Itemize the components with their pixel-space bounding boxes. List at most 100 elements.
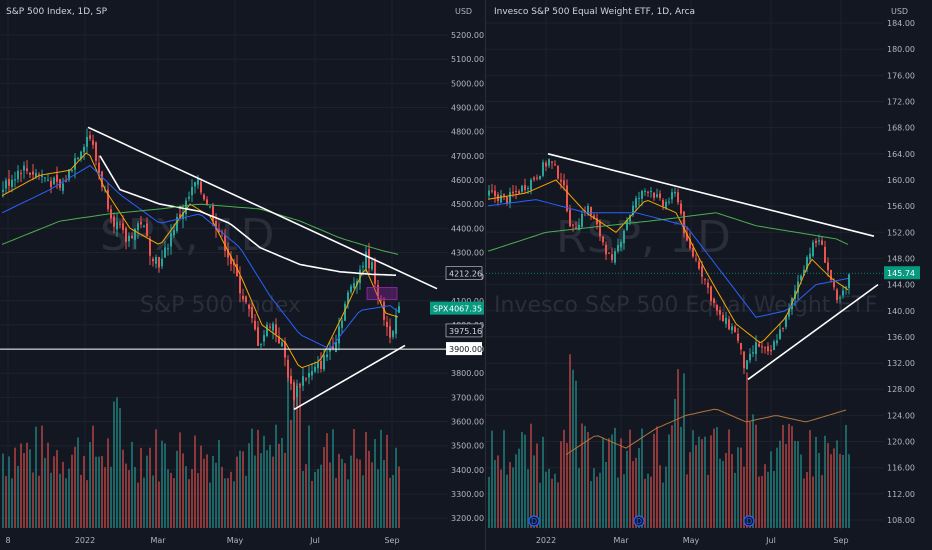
volume-bar — [614, 427, 616, 528]
volume-bar — [71, 454, 73, 528]
candle-body — [818, 240, 820, 242]
candle-body — [506, 196, 508, 204]
volume-bar — [395, 447, 397, 528]
volume-bar — [344, 463, 346, 528]
candle-body — [533, 177, 535, 180]
x-axis-tick-label: Sep — [384, 536, 399, 545]
rsp-chart-canvas[interactable]: RSP, 1D Invesco S&P 500 Equal Weight ETF 1… — [486, 0, 932, 550]
candle-body — [359, 269, 361, 284]
volume-bar — [179, 432, 181, 528]
volume-bar — [47, 442, 49, 528]
volume-bar — [692, 430, 694, 528]
y-axis-tick-label: 4100.00 — [451, 297, 484, 306]
candle-body — [101, 171, 103, 188]
candle-body — [77, 157, 79, 160]
volume-bar — [839, 453, 841, 528]
volume-bar — [647, 473, 649, 528]
volume-bar — [353, 428, 355, 528]
candle-body — [191, 186, 193, 196]
volume-bar — [50, 472, 52, 528]
candle-body — [779, 329, 781, 339]
volume-bar — [122, 449, 124, 528]
volume-bar — [734, 472, 736, 528]
candle-body — [398, 306, 400, 313]
volume-bar — [260, 453, 262, 528]
candle-body — [278, 336, 280, 344]
candle-body — [74, 158, 76, 170]
pane-divider[interactable] — [485, 0, 486, 550]
volume-bar — [380, 429, 382, 528]
candle-body — [347, 292, 349, 304]
spx-chart-canvas[interactable]: SPX, 1DS&P 500 Index3200.003300.003400.0… — [0, 0, 485, 550]
candle-body — [518, 191, 520, 194]
candle-body — [272, 323, 274, 331]
chart-pane-spx[interactable]: SPX, 1D S&P 500 Index 3200.00 3300.00 3400.0… — [0, 0, 485, 550]
y-axis-tick-label: 3600.00 — [451, 418, 484, 427]
candle-body — [194, 182, 196, 187]
candle-body — [671, 192, 673, 200]
candle-body — [314, 366, 316, 372]
candle-body — [587, 205, 589, 214]
candle-body — [650, 191, 652, 193]
volume-bar — [743, 466, 745, 528]
candle-body — [707, 282, 709, 288]
volume-bar — [155, 429, 157, 528]
volume-bar — [638, 448, 640, 528]
candle-body — [131, 235, 133, 239]
candle-body — [248, 304, 250, 309]
candle-body — [710, 286, 712, 302]
candle-body — [623, 230, 625, 244]
y-axis-tick-label: 180.00 — [887, 45, 915, 54]
candle-body — [89, 135, 91, 139]
volume-bar — [620, 438, 622, 528]
candle-body — [326, 354, 328, 358]
watermark-symbol: RSP, 1D — [556, 212, 731, 263]
y-axis-tick-label: 172.00 — [887, 97, 915, 106]
volume-bar — [161, 440, 163, 528]
candle-body — [32, 171, 34, 175]
y-axis-tick-label: 3200.00 — [451, 514, 484, 523]
candle-body — [98, 162, 100, 174]
chart-pane-rsp[interactable]: RSP, 1D Invesco S&P 500 Equal Weight ETF 1… — [486, 0, 932, 550]
candle-body — [581, 213, 583, 227]
volume-bar — [626, 450, 628, 528]
dividend-marker-label: D — [746, 517, 752, 526]
y-axis-tick-label: 120.00 — [887, 438, 915, 447]
candle-body — [668, 201, 670, 203]
candle-body — [29, 172, 31, 175]
candle-body — [371, 262, 373, 270]
candle-body — [782, 327, 784, 329]
x-axis-tick-label: 8 — [5, 536, 10, 545]
volume-bar — [65, 478, 67, 528]
support-trendline — [747, 283, 879, 381]
candle-body — [356, 280, 358, 286]
volume-bar — [305, 464, 307, 528]
candle-body — [164, 247, 166, 258]
candle-body — [722, 314, 724, 322]
candle-body — [140, 221, 142, 225]
volume-bar — [128, 470, 130, 528]
volume-bar — [263, 435, 265, 528]
volume-bar — [371, 462, 373, 528]
candle-body — [698, 261, 700, 269]
candle-body — [275, 324, 277, 335]
volume-bar — [59, 473, 61, 528]
ma-mid-line — [1, 164, 399, 350]
volume-bar — [296, 383, 298, 528]
volume-bar — [74, 446, 76, 528]
volume-bar — [299, 382, 301, 528]
candle-body — [662, 200, 664, 207]
volume-bar — [368, 450, 370, 528]
volume-bar — [134, 466, 136, 528]
candle-body — [800, 275, 802, 281]
volume-bar — [170, 472, 172, 528]
candle-body — [341, 320, 343, 328]
volume-bar — [725, 452, 727, 528]
candle-body — [41, 175, 43, 177]
y-axis-tick-label: 160.00 — [887, 176, 915, 185]
candle-body — [545, 162, 547, 167]
candle-body — [11, 179, 13, 187]
volume-bar — [233, 481, 235, 528]
candle-body — [608, 252, 610, 254]
candle-body — [254, 320, 256, 330]
